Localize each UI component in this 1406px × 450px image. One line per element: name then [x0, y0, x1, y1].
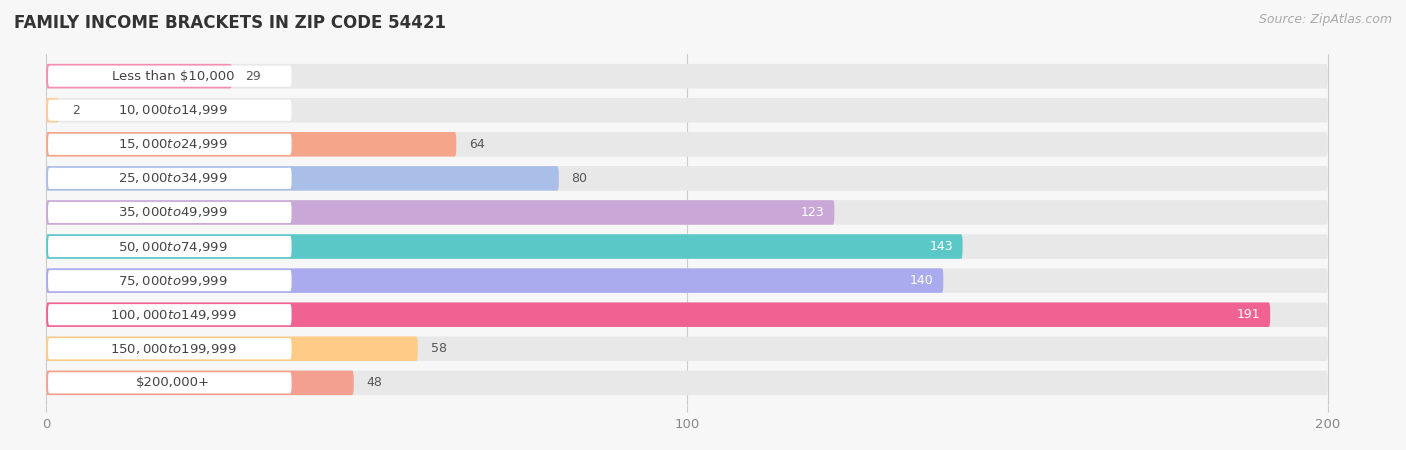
FancyBboxPatch shape — [46, 132, 457, 157]
FancyBboxPatch shape — [48, 168, 291, 189]
FancyBboxPatch shape — [48, 372, 291, 393]
FancyBboxPatch shape — [46, 64, 232, 88]
Text: $15,000 to $24,999: $15,000 to $24,999 — [118, 137, 228, 151]
FancyBboxPatch shape — [48, 270, 291, 291]
Text: 29: 29 — [245, 70, 260, 83]
FancyBboxPatch shape — [46, 234, 963, 259]
FancyBboxPatch shape — [48, 236, 291, 257]
Text: FAMILY INCOME BRACKETS IN ZIP CODE 54421: FAMILY INCOME BRACKETS IN ZIP CODE 54421 — [14, 14, 446, 32]
Text: 48: 48 — [367, 376, 382, 389]
FancyBboxPatch shape — [46, 166, 1327, 191]
FancyBboxPatch shape — [46, 200, 1327, 225]
FancyBboxPatch shape — [48, 66, 291, 87]
Text: $10,000 to $14,999: $10,000 to $14,999 — [118, 103, 228, 117]
Text: 80: 80 — [572, 172, 588, 185]
FancyBboxPatch shape — [46, 302, 1327, 327]
FancyBboxPatch shape — [46, 337, 1327, 361]
Text: $150,000 to $199,999: $150,000 to $199,999 — [110, 342, 236, 356]
FancyBboxPatch shape — [48, 304, 291, 325]
Text: $100,000 to $149,999: $100,000 to $149,999 — [110, 308, 236, 322]
Text: Source: ZipAtlas.com: Source: ZipAtlas.com — [1258, 14, 1392, 27]
Text: 191: 191 — [1237, 308, 1261, 321]
Text: $50,000 to $74,999: $50,000 to $74,999 — [118, 239, 228, 253]
Text: 2: 2 — [72, 104, 80, 117]
FancyBboxPatch shape — [46, 268, 1327, 293]
FancyBboxPatch shape — [48, 99, 291, 121]
Text: 143: 143 — [929, 240, 953, 253]
Text: $35,000 to $49,999: $35,000 to $49,999 — [118, 206, 228, 220]
FancyBboxPatch shape — [46, 371, 1327, 395]
Text: $200,000+: $200,000+ — [136, 376, 209, 389]
FancyBboxPatch shape — [46, 371, 354, 395]
Text: 140: 140 — [910, 274, 934, 287]
FancyBboxPatch shape — [46, 64, 1327, 88]
FancyBboxPatch shape — [48, 134, 291, 155]
FancyBboxPatch shape — [46, 98, 1327, 122]
FancyBboxPatch shape — [48, 202, 291, 223]
FancyBboxPatch shape — [46, 166, 558, 191]
FancyBboxPatch shape — [48, 338, 291, 360]
FancyBboxPatch shape — [46, 268, 943, 293]
Text: 58: 58 — [430, 342, 447, 355]
Text: 64: 64 — [470, 138, 485, 151]
Text: Less than $10,000: Less than $10,000 — [111, 70, 235, 83]
FancyBboxPatch shape — [46, 200, 834, 225]
Text: 123: 123 — [801, 206, 825, 219]
Text: $25,000 to $34,999: $25,000 to $34,999 — [118, 171, 228, 185]
FancyBboxPatch shape — [46, 98, 59, 122]
FancyBboxPatch shape — [46, 302, 1270, 327]
Text: $75,000 to $99,999: $75,000 to $99,999 — [118, 274, 228, 288]
FancyBboxPatch shape — [46, 234, 1327, 259]
FancyBboxPatch shape — [46, 337, 418, 361]
FancyBboxPatch shape — [46, 132, 1327, 157]
